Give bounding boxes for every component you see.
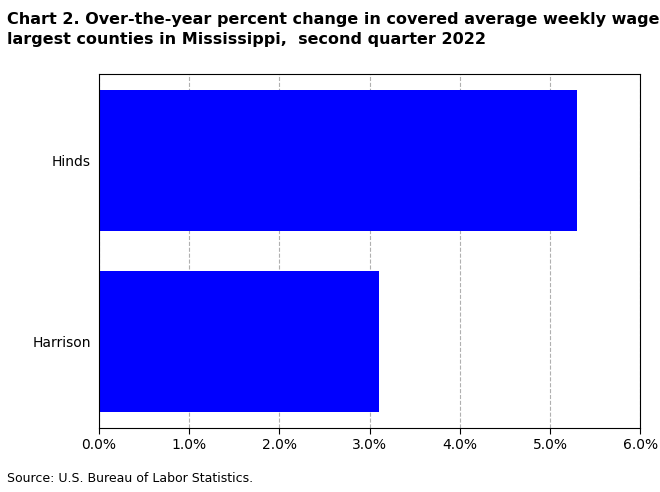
Bar [99,271,379,412]
Text: largest counties in Mississippi,  second quarter 2022: largest counties in Mississippi, second … [7,32,486,47]
Bar [99,90,577,231]
Text: Chart 2. Over-the-year percent change in covered average weekly wages among the: Chart 2. Over-the-year percent change in… [7,12,660,27]
Text: Source: U.S. Bureau of Labor Statistics.: Source: U.S. Bureau of Labor Statistics. [7,472,253,485]
